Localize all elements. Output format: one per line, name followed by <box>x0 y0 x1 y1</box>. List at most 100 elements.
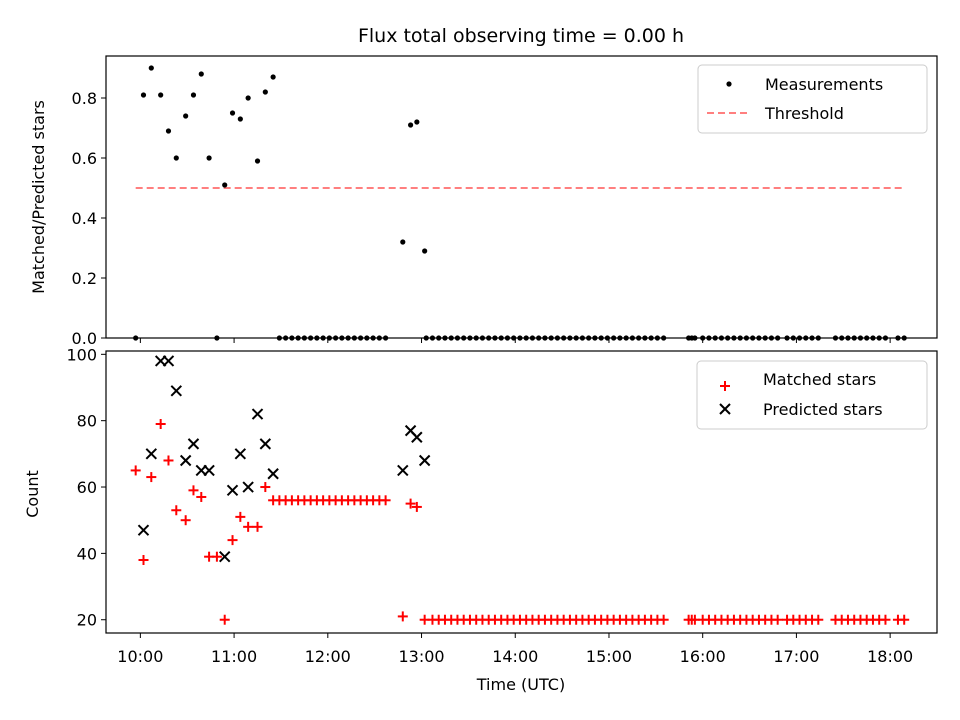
bottom-axes: 20 40 60 80 100 10:00 11:00 12:00 13:00 14:00 15:0… <box>66 345 913 666</box>
legend-measurements-marker <box>726 81 732 87</box>
matched-point <box>880 614 891 625</box>
measurement-point <box>229 110 236 116</box>
matched-point <box>899 614 910 625</box>
top-ytick-label: 0.4 <box>72 209 97 228</box>
matched-point <box>252 521 263 532</box>
xtick-label: 14:00 <box>492 647 538 666</box>
xtick-label: 17:00 <box>773 647 819 666</box>
legend-matched-label: Matched stars <box>763 370 876 389</box>
matched-point <box>227 535 238 546</box>
predicted-point <box>170 385 182 397</box>
matched-point <box>180 515 191 526</box>
matched-point <box>155 418 166 429</box>
top-axes-frame <box>105 55 938 339</box>
matched-point <box>380 495 391 506</box>
measurement-point <box>158 92 164 98</box>
ratio-panel: Flux total observing time = 0.00 h Match… <box>29 25 938 348</box>
legend-predicted-marker <box>719 403 731 415</box>
xtick-label: 18:00 <box>867 647 913 666</box>
matched-point <box>397 611 408 622</box>
measurement-point <box>245 95 251 101</box>
matched-point <box>405 498 416 509</box>
xtick-label: 11:00 <box>211 647 257 666</box>
matched-point <box>235 511 246 522</box>
measurement-point <box>262 89 268 95</box>
top-ytick-label: 0.2 <box>72 269 97 288</box>
measurement-point <box>400 239 406 245</box>
measurement-point <box>173 155 179 161</box>
x-axis-label: Time (UTC) <box>476 675 565 694</box>
measurement-point <box>254 158 261 164</box>
matched-point <box>260 482 271 493</box>
matched-point <box>146 472 157 483</box>
matched-point <box>658 614 669 625</box>
matched-point <box>188 485 199 496</box>
matched-point <box>219 614 230 625</box>
bottom-ytick-label: 40 <box>77 544 97 563</box>
matched-point <box>211 551 222 562</box>
y-axis-label-bottom: Count <box>23 470 42 518</box>
matched-point <box>411 501 422 512</box>
xtick-label: 13:00 <box>398 647 444 666</box>
predicted-point <box>251 408 264 420</box>
predicted-point <box>179 454 192 467</box>
measurement-point <box>148 65 154 71</box>
matched-point <box>138 555 149 566</box>
predicted-point <box>203 464 215 477</box>
measurement-point <box>165 128 172 134</box>
predicted-point <box>226 484 239 497</box>
xtick-label: 15:00 <box>586 647 632 666</box>
predicted-point <box>145 448 158 460</box>
predicted-point <box>234 448 247 460</box>
top-legend: Measurements Threshold <box>697 64 928 134</box>
predicted-point <box>259 438 272 450</box>
matched-point <box>196 491 207 502</box>
top-legend-box <box>697 64 928 134</box>
legend-measurements-label: Measurements <box>765 75 883 94</box>
matched-point <box>243 521 254 532</box>
measurement-point <box>206 155 212 161</box>
measurement-point <box>237 116 243 122</box>
measurement-point <box>422 248 428 254</box>
legend-predicted-label: Predicted stars <box>763 400 883 419</box>
predicted-point <box>219 550 231 563</box>
measurement-point <box>270 74 276 80</box>
xtick-label: 10:00 <box>117 647 163 666</box>
measurement-point <box>183 113 189 119</box>
xtick-label: 12:00 <box>305 647 351 666</box>
measurement-point <box>222 182 228 188</box>
predicted-point <box>187 438 200 450</box>
matched-point <box>772 614 783 625</box>
count-panel: Count Time (UTC) 20 40 60 80 100 10:00 11:00 12… <box>23 345 938 694</box>
top-ytick-label: 0.0 <box>72 329 97 348</box>
matched-point <box>163 455 174 466</box>
top-ytick-label: 0.8 <box>72 89 97 108</box>
predicted-point <box>267 468 279 480</box>
bottom-ytick-label: 60 <box>77 478 97 497</box>
predicted-point <box>242 481 254 493</box>
predicted-point <box>162 355 175 367</box>
bottom-ytick-label: 80 <box>77 412 97 431</box>
y-axis-label-top: Matched/Predicted stars <box>29 100 48 294</box>
predicted-point <box>411 431 423 443</box>
bottom-legend-box <box>696 360 928 430</box>
measurement-point <box>190 92 197 98</box>
bottom-ytick-label: 20 <box>77 611 97 630</box>
matched-point <box>171 505 182 516</box>
measurement-point <box>407 122 414 128</box>
bottom-plot-area <box>130 355 910 625</box>
predicted-point <box>137 524 150 536</box>
matched-point <box>130 465 141 476</box>
measurement-point <box>414 119 420 125</box>
matched-point <box>813 614 824 625</box>
bottom-legend: Matched stars Predicted stars <box>696 360 928 430</box>
chart-title: Flux total observing time = 0.00 h <box>358 25 684 47</box>
top-axes: 0.0 0.2 0.4 0.6 0.8 <box>72 89 891 348</box>
xtick-label: 16:00 <box>680 647 726 666</box>
legend-threshold-label: Threshold <box>764 104 844 123</box>
bottom-ytick-label: 100 <box>66 345 97 364</box>
predicted-point <box>397 464 409 477</box>
predicted-point <box>418 454 431 467</box>
legend-matched-marker <box>720 381 730 391</box>
